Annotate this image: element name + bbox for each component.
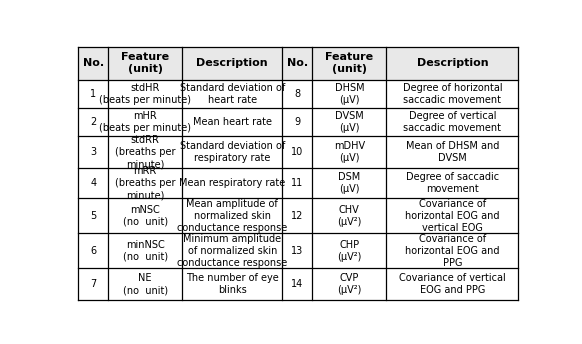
Text: Feature
(unit): Feature (unit): [121, 52, 169, 74]
Text: Standard deviation of
heart rate: Standard deviation of heart rate: [180, 83, 285, 105]
Text: DHSM
(μV): DHSM (μV): [335, 83, 364, 105]
Text: 1: 1: [90, 89, 96, 99]
Text: 10: 10: [291, 147, 304, 157]
Text: 3: 3: [90, 147, 96, 157]
Text: CHP
(μV²): CHP (μV²): [337, 240, 361, 262]
Text: CVP
(μV²): CVP (μV²): [337, 273, 361, 295]
Text: 12: 12: [291, 211, 304, 221]
Text: Description: Description: [417, 58, 488, 68]
Text: mDHV
(μV): mDHV (μV): [334, 141, 365, 163]
Text: Mean heart rate: Mean heart rate: [193, 117, 272, 127]
Text: stdRR
(breaths per
minute): stdRR (breaths per minute): [115, 135, 175, 169]
Text: NE
(no  unit): NE (no unit): [123, 273, 168, 295]
Text: CHV
(μV²): CHV (μV²): [337, 205, 361, 227]
Text: DVSM
(μV): DVSM (μV): [335, 111, 364, 133]
Text: Degree of horizontal
saccadic movement: Degree of horizontal saccadic movement: [403, 83, 502, 105]
Text: Degree of vertical
saccadic movement: Degree of vertical saccadic movement: [403, 111, 501, 133]
Text: Mean of DHSM and
DVSM: Mean of DHSM and DVSM: [406, 141, 499, 163]
Text: No.: No.: [83, 58, 104, 68]
Text: 2: 2: [90, 117, 96, 127]
Text: Mean respiratory rate: Mean respiratory rate: [179, 178, 285, 189]
Text: Covariance of
horizontal EOG and
vertical EOG: Covariance of horizontal EOG and vertica…: [405, 199, 499, 233]
Text: No.: No.: [287, 58, 308, 68]
Text: The number of eye
blinks: The number of eye blinks: [186, 273, 279, 295]
Text: 6: 6: [90, 246, 96, 256]
Text: 4: 4: [90, 178, 96, 189]
Text: 9: 9: [294, 117, 300, 127]
Text: DSM
(μV): DSM (μV): [338, 172, 360, 194]
Text: Mean amplitude of
normalized skin
conductance response: Mean amplitude of normalized skin conduc…: [177, 199, 288, 233]
Text: 5: 5: [90, 211, 96, 221]
Text: Degree of saccadic
movement: Degree of saccadic movement: [406, 172, 499, 194]
Text: Covariance of vertical
EOG and PPG: Covariance of vertical EOG and PPG: [399, 273, 506, 295]
Text: minNSC
(no  unit): minNSC (no unit): [123, 240, 168, 262]
Text: mNSC
(no  unit): mNSC (no unit): [123, 205, 168, 227]
Text: Description: Description: [197, 58, 268, 68]
Text: 13: 13: [291, 246, 304, 256]
Text: 8: 8: [294, 89, 300, 99]
Text: mHR
(beats per minute): mHR (beats per minute): [99, 111, 191, 133]
Text: 14: 14: [291, 279, 304, 289]
Text: mRR
(breaths per
minute): mRR (breaths per minute): [115, 166, 175, 200]
Text: 11: 11: [291, 178, 304, 189]
Bar: [78, 47, 519, 79]
Text: Minimum amplitude
of normalized skin
conductance response: Minimum amplitude of normalized skin con…: [177, 234, 288, 268]
Text: Standard deviation of
respiratory rate: Standard deviation of respiratory rate: [180, 141, 285, 163]
Text: stdHR
(beats per minute): stdHR (beats per minute): [99, 83, 191, 105]
Text: 7: 7: [90, 279, 96, 289]
Text: Covariance of
horizontal EOG and
PPG: Covariance of horizontal EOG and PPG: [405, 234, 499, 268]
Text: Feature
(unit): Feature (unit): [325, 52, 374, 74]
